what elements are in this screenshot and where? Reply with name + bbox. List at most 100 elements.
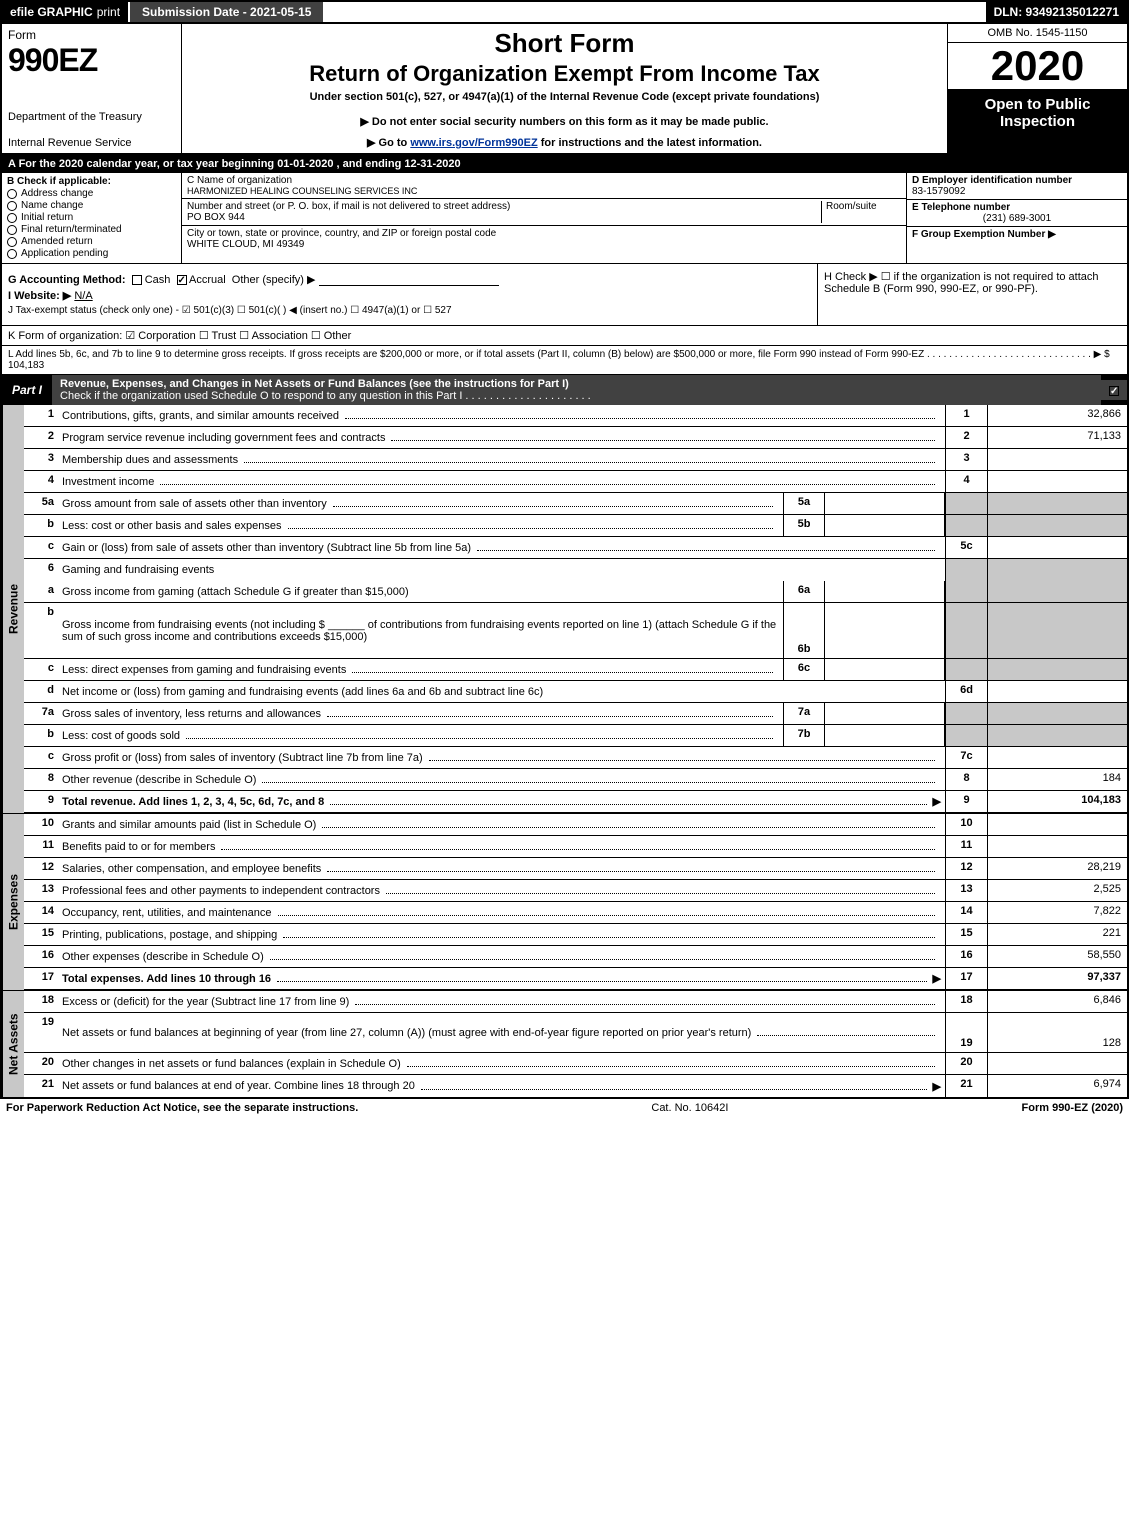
part-i-checkbox[interactable] [1101,380,1127,400]
table-row: 11Benefits paid to or for members11 [24,836,1127,858]
row-value: 128 [987,1013,1127,1052]
row-rnum [945,725,987,746]
row-num: 1 [24,405,58,426]
table-row: 10Grants and similar amounts paid (list … [24,814,1127,836]
row-desc: Gaming and fundraising events [58,559,945,581]
efile-label: efile GRAPHIC print [2,2,128,22]
form-header: Form 990EZ Department of the Treasury In… [0,24,1129,155]
revenue-section: Revenue 1Contributions, gifts, grants, a… [2,405,1127,813]
table-row: 21Net assets or fund balances at end of … [24,1075,1127,1097]
row-value: 221 [987,924,1127,945]
desc-text: Net income or (loss) from gaming and fun… [62,686,543,698]
row-num: 16 [24,946,58,967]
row-num: 14 [24,902,58,923]
i-value: N/A [74,290,92,302]
table-row: 18Excess or (deficit) for the year (Subt… [24,991,1127,1013]
dln-label: DLN: 93492135012271 [986,2,1127,22]
header-right: OMB No. 1545-1150 2020 Open to Public In… [947,24,1127,153]
checkbox-icon[interactable] [132,275,142,285]
row-num: c [24,659,58,680]
netassets-sidelabel: Net Assets [2,991,24,1097]
checkbox-checked-icon[interactable] [177,275,187,285]
desc-text: Gross income from fundraising events (no… [62,619,779,643]
row-rnum [945,515,987,536]
e-value: (231) 689-3001 [912,213,1122,224]
desc-text: Other changes in net assets or fund bala… [62,1058,401,1070]
desc-text: Contributions, gifts, grants, and simila… [62,410,339,422]
row-value: 104,183 [987,791,1127,812]
top-bar: efile GRAPHIC print Submission Date - 20… [0,0,1129,24]
dots-icon [345,412,935,420]
row-num: 10 [24,814,58,835]
dots-icon [186,732,773,740]
row-desc: Gross profit or (loss) from sales of inv… [58,747,945,768]
row-rnum [945,559,987,581]
row-num: b [24,725,58,746]
chk-label: Initial return [21,212,73,223]
line-l: L Add lines 5b, 6c, and 7b to line 9 to … [2,346,1127,375]
row-rnum: 14 [945,902,987,923]
row-rnum: 7c [945,747,987,768]
row-desc: Grants and similar amounts paid (list in… [58,814,945,835]
goto-pre: ▶ Go to [367,137,410,149]
row-value [987,703,1127,724]
chk-amended-return[interactable]: Amended return [7,236,176,247]
desc-text: Gross income from gaming (attach Schedul… [62,586,409,598]
row-num: b [24,515,58,536]
row-value [987,659,1127,680]
form-word: Form [8,28,175,42]
row-desc: Gross sales of inventory, less returns a… [58,703,783,724]
dots-icon [160,478,935,486]
g-accrual: Accrual [189,274,226,286]
row-rnum [945,581,987,602]
row-value [987,581,1127,602]
table-row: bLess: cost of goods sold7b [24,725,1127,747]
row-value [987,537,1127,558]
tax-year: 2020 [948,43,1127,90]
row-value: 6,846 [987,991,1127,1012]
part-i-checkline: Check if the organization used Schedule … [60,390,591,402]
c-name-row: C Name of organization HARMONIZED HEALIN… [182,173,906,199]
print-link[interactable]: print [97,5,120,19]
chk-address-change[interactable]: Address change [7,188,176,199]
chk-final-return[interactable]: Final return/terminated [7,224,176,235]
line-a-taxyear: A For the 2020 calendar year, or tax yea… [0,155,1129,173]
row-rnum: 3 [945,449,987,470]
goto-link[interactable]: www.irs.gov/Form990EZ [410,137,537,149]
row-num: a [24,581,58,602]
footer-cat: Cat. No. 10642I [651,1102,728,1114]
desc-text: Other expenses (describe in Schedule O) [62,951,264,963]
table-row: 6Gaming and fundraising events [24,559,1127,581]
row-desc: Gross income from gaming (attach Schedul… [58,581,783,602]
row-value [987,1053,1127,1074]
table-row: cGross profit or (loss) from sales of in… [24,747,1127,769]
row-num: 11 [24,836,58,857]
chk-name-change[interactable]: Name change [7,200,176,211]
g-cash: Cash [145,274,171,286]
row-num: 19 [24,1013,58,1052]
arrow-icon: ▶ [933,795,941,808]
sub-num: 5b [783,515,825,536]
row-value [987,493,1127,514]
row-rnum: 8 [945,769,987,790]
row-desc: Net assets or fund balances at beginning… [58,1013,945,1052]
row-desc: Excess or (deficit) for the year (Subtra… [58,991,945,1012]
under-section: Under section 501(c), 527, or 4947(a)(1)… [190,91,939,103]
desc-text: Excess or (deficit) for the year (Subtra… [62,996,349,1008]
desc-text: Salaries, other compensation, and employ… [62,863,321,875]
row-desc: Total revenue. Add lines 1, 2, 3, 4, 5c,… [58,791,945,812]
sub-value [825,493,945,514]
c-city-value: WHITE CLOUD, MI 49349 [187,239,901,250]
g-other: Other (specify) ▶ [232,274,316,286]
row-num: 9 [24,791,58,812]
desc-text: Program service revenue including govern… [62,432,385,444]
section-b-c-d-e-f: B Check if applicable: Address change Na… [0,173,1129,264]
sub-value [825,581,945,602]
row-desc: Net income or (loss) from gaming and fun… [58,681,945,702]
row-value: 7,822 [987,902,1127,923]
sub-num: 7b [783,725,825,746]
chk-application-pending[interactable]: Application pending [7,248,176,259]
row-value: 28,219 [987,858,1127,879]
part-i-label: Part I [2,380,52,400]
chk-initial-return[interactable]: Initial return [7,212,176,223]
